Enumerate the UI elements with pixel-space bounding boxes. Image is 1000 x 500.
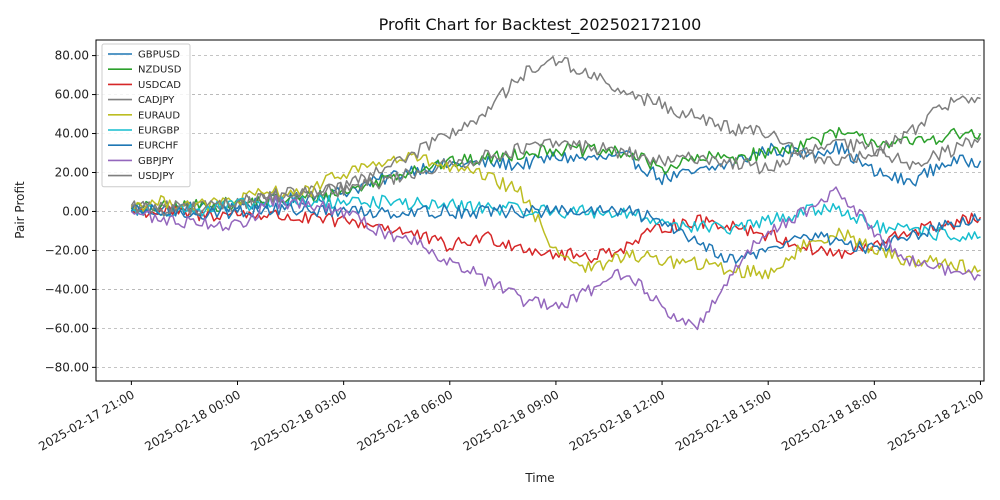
y-tick-label: 0.00: [62, 204, 89, 218]
y-tick-label: −80.00: [45, 360, 89, 374]
chart-title: Profit Chart for Backtest_202502172100: [379, 15, 702, 35]
series-line-usdjpy: [130, 55, 981, 217]
series-lines: [130, 55, 982, 331]
y-tick-label: 80.00: [55, 49, 89, 63]
legend: GBPUSD NZDUSD USDCAD CADJPY EURAUD EURGBP EURC…: [101, 43, 191, 188]
y-axis-ticks: −80.00 −60.00 −40.00 −20.00 0.00 20.00 40.00 60…: [45, 49, 96, 374]
legend-label-usdcad: USDCAD: [138, 80, 181, 91]
series-line-euraud: [130, 151, 981, 280]
y-tick-label: 60.00: [55, 88, 89, 102]
y-tick-label: −60.00: [45, 321, 89, 335]
series-line-eurchf: [130, 202, 981, 265]
legend-label-nzdusd: NZDUSD: [138, 65, 182, 76]
legend-label-eurgbp: EURGBP: [138, 126, 179, 137]
grid-lines: [96, 55, 984, 368]
legend-label-cadjpy: CADJPY: [138, 95, 175, 106]
legend-label-eurchf: EURCHF: [138, 141, 179, 152]
y-tick-label: 20.00: [55, 166, 89, 180]
y-axis-label: Pair Profit: [13, 181, 27, 239]
legend-label-usdjpy: USDJPY: [138, 171, 175, 182]
legend-label-gbpusd: GBPUSD: [138, 50, 180, 61]
y-tick-label: −20.00: [45, 243, 89, 257]
legend-label-euraud: EURAUD: [138, 110, 180, 121]
plot-frame: [95, 39, 985, 382]
series-line-gbpjpy: [130, 186, 981, 331]
y-tick-label: −40.00: [45, 282, 89, 296]
legend-box: [101, 43, 191, 188]
series-line-cadjpy: [130, 137, 982, 214]
legend-label-gbpjpy: GBPJPY: [138, 156, 174, 167]
y-tick-label: 40.00: [55, 127, 89, 141]
x-axis-label: Time: [524, 471, 554, 485]
